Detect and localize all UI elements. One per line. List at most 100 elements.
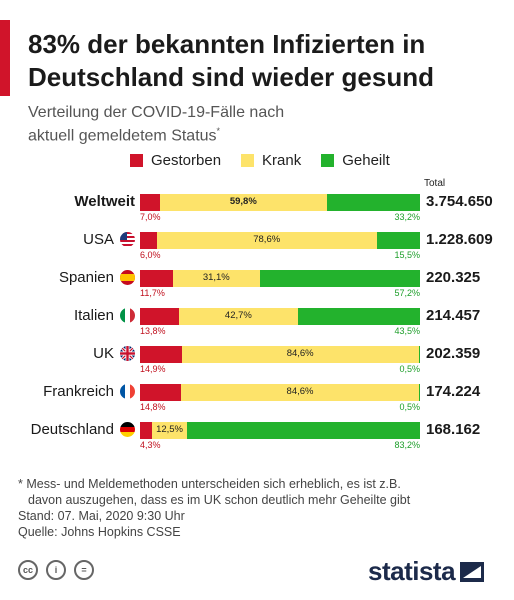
bar-dead [140,308,179,325]
total-value: 220.325 [426,269,481,286]
brand-mark-icon [460,561,485,582]
legend-item-healed: Geheilt [321,152,390,169]
uk-flag-icon [120,346,135,361]
data-label-dead: 6,0% [140,250,161,260]
subtitle-line-2: aktuell gemeldetem Status* [28,122,488,145]
legend-label-healed: Geheilt [342,152,390,169]
data-label-healed: 83,2% [394,440,420,450]
footnote: * Mess- und Meldemethoden unterscheiden … [18,476,498,540]
data-label-dead: 14,8% [140,402,166,412]
it-flag-icon [120,308,135,323]
data-label-healed: 15,5% [394,250,420,260]
title-line-1: 83% der bekannten Infizierten in [28,29,426,59]
category-label: Spanien [58,269,114,286]
es-flag-icon [120,270,135,285]
row-label: USA [0,231,135,248]
bar-sick [172,270,260,287]
data-label-dead: 13,8% [140,326,166,336]
subtitle-line-1: Verteilung der COVID-19-Fälle nach [28,104,285,121]
footnote-line-1: * Mess- und Meldemethoden unterscheiden … [18,477,401,491]
brand-logo[interactable]: statista [368,556,485,587]
bar-dead [140,232,157,249]
subtitle-footnote-mark: * [216,126,221,136]
total-value: 174.224 [426,383,481,400]
data-label-dead: 4,3% [140,440,161,450]
data-label-dead: 14,9% [140,364,166,374]
data-label-sick: 84,6% [286,348,314,359]
category-label: USA [83,231,114,248]
data-label-healed: 43,5% [394,326,420,336]
row-label: Weltweit [0,193,135,210]
bar-healed [327,194,420,211]
legend-item-sick: Krank [241,152,301,169]
data-label-healed: 0,5% [399,402,420,412]
data-label-dead: 11,7% [140,288,165,298]
footnote-source: Quelle: Johns Hopkins CSSE [18,525,181,539]
data-label-sick: 12,5% [156,424,183,435]
bar-sick [156,232,377,249]
bar-healed [376,232,420,249]
row-label: UK [0,345,135,362]
bar-sick [181,384,419,401]
data-label-sick: 59,8% [229,196,257,207]
category-label: Italien [73,307,114,324]
bar-sick [152,422,188,439]
data-label-sick: 31,1% [202,272,230,283]
bar-sick [159,194,328,211]
chart-title: 83% der bekannten Infizierten in Deutsch… [28,28,508,94]
legend-label-sick: Krank [262,152,302,169]
total-value: 1.228.609 [426,231,493,248]
category-label: Deutschland [30,421,114,438]
total-value: 3.754.650 [426,193,493,210]
bar-dead [140,270,173,287]
license-icons: cc i = [18,560,102,580]
bar-sick [181,346,419,363]
data-label-healed: 57,2% [394,288,420,298]
fr-flag-icon [120,384,135,399]
total-column-header: Total [424,178,446,189]
legend-swatch-dead [130,154,143,167]
bar-dead [140,346,182,363]
data-label-sick: 42,7% [224,310,252,321]
category-label: Frankreich [43,383,114,400]
data-label-healed: 33,2% [394,212,420,222]
bar-dead [140,384,182,401]
total-value: 168.162 [426,421,481,438]
legend-swatch-sick [241,154,255,167]
brand-name: statista [368,556,456,586]
legend-item-dead: Gestorben [130,152,221,169]
bar-dead [140,194,160,211]
bar-healed [418,346,420,363]
bar-healed [298,308,420,325]
legend: Gestorben Krank Geheilt [130,152,410,169]
bar-healed [187,422,420,439]
accent-bar [0,20,10,96]
category-label: UK [93,345,114,362]
category-label: Weltweit [74,193,135,210]
data-label-sick: 84,6% [286,386,314,397]
data-label-healed: 0,5% [399,364,420,374]
footnote-date: Stand: 07. Mai, 2020 9:30 Uhr [18,509,185,523]
legend-label-dead: Gestorben [151,152,222,169]
bar-sick [178,308,299,325]
de-flag-icon [120,422,135,437]
cc-icon[interactable]: cc [18,560,38,580]
data-label-sick: 78,6% [253,234,281,245]
subtitle-line-2-text: aktuell gemeldetem Status [28,127,217,145]
footnote-line-2: davon auszugehen, dass es im UK schon de… [28,493,411,507]
attribution-icon[interactable]: i [46,560,66,580]
row-label: Frankreich [0,383,135,400]
us-flag-icon [120,232,135,247]
row-label: Deutschland [0,421,135,438]
row-label: Spanien [0,269,135,286]
total-value: 214.457 [426,307,481,324]
legend-swatch-healed [321,154,335,167]
no-derivatives-icon[interactable]: = [74,560,94,580]
total-value: 202.359 [426,345,481,362]
title-line-2: Deutschland sind wieder gesund [28,62,434,92]
bar-dead [140,422,153,439]
bar-healed [259,270,420,287]
data-label-dead: 7,0% [140,212,161,222]
chart-subtitle: Verteilung der COVID-19-Fälle nach aktue… [28,103,488,145]
bar-healed [418,384,420,401]
